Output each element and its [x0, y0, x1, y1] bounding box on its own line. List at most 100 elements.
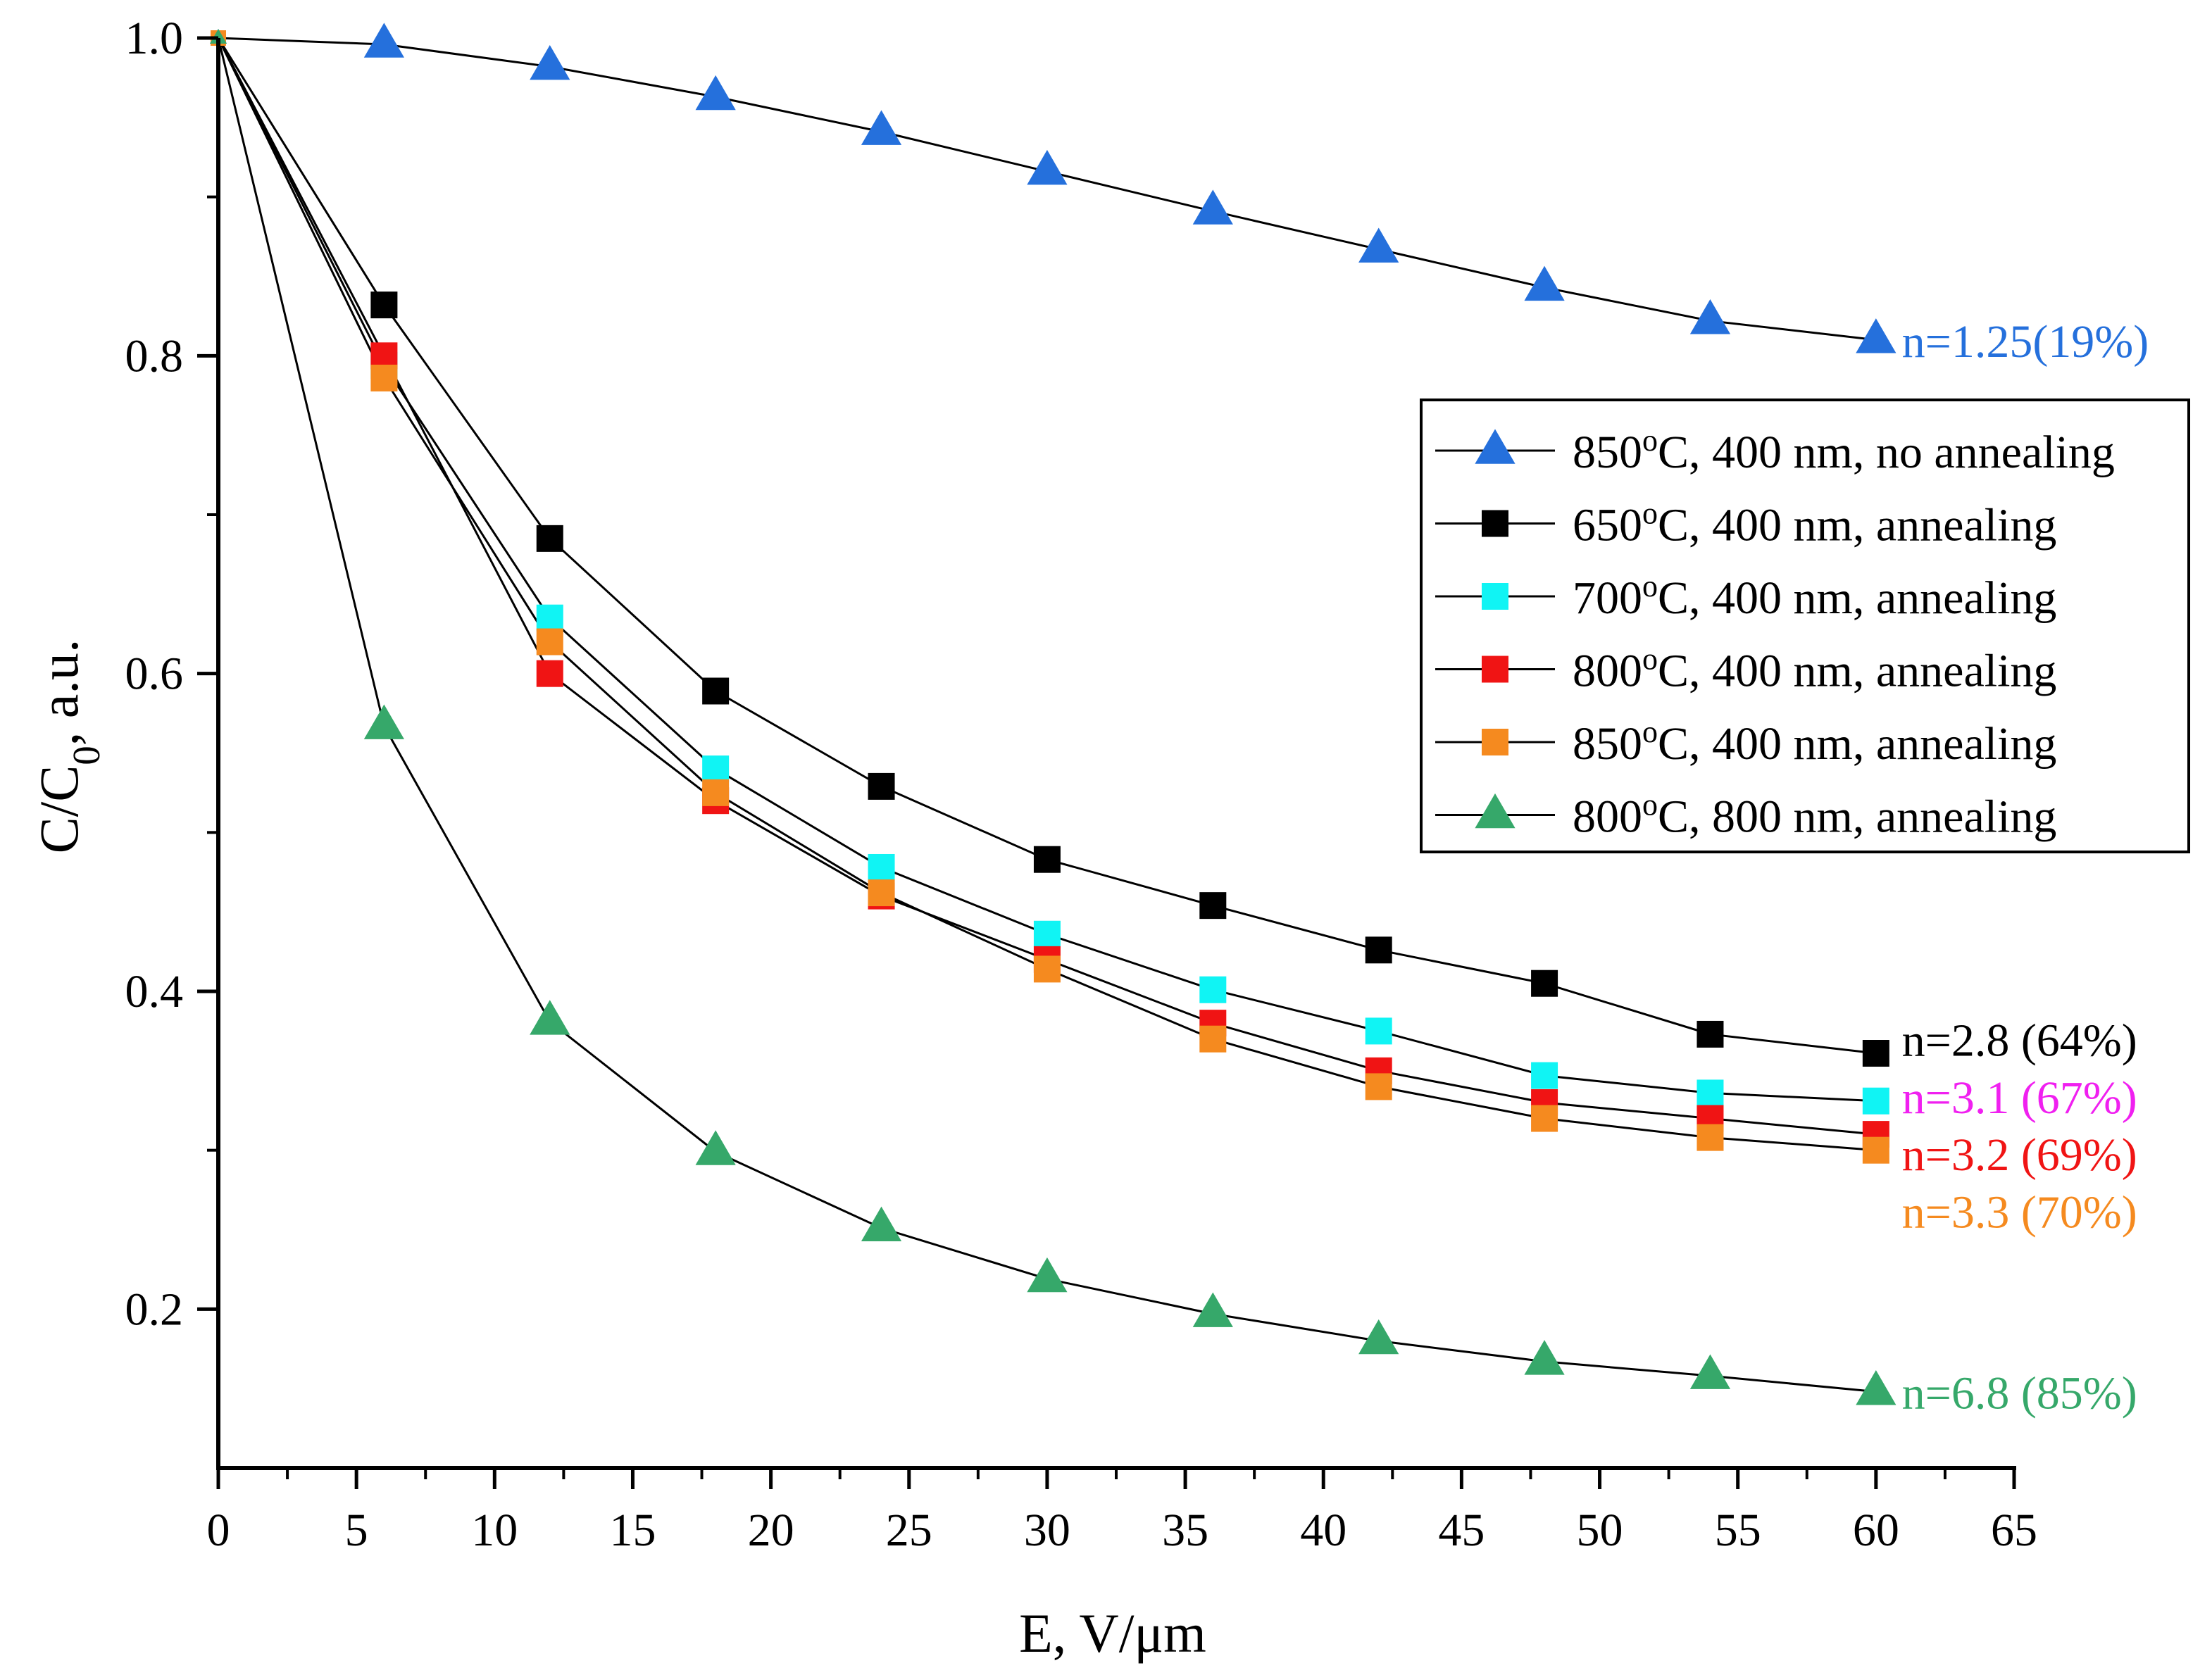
data-point	[1697, 1079, 1724, 1107]
legend-label: 650oC, 400 nm, annealing	[1573, 496, 2056, 551]
data-point	[1358, 227, 1399, 263]
data-point	[702, 677, 730, 705]
data-point	[1027, 1257, 1068, 1293]
legend-box	[1420, 399, 2190, 853]
x-tick-label: 0	[207, 1505, 230, 1556]
data-point	[702, 779, 730, 806]
data-point	[536, 628, 563, 655]
annotation-label: n=6.8 (85%)	[1902, 1368, 2137, 1419]
legend-marker	[1475, 793, 1516, 829]
legend-marker	[1482, 510, 1508, 537]
legend-marker	[1482, 583, 1508, 610]
data-point	[1358, 1319, 1399, 1355]
x-tick-label: 35	[1162, 1505, 1208, 1556]
data-point	[1531, 970, 1558, 997]
data-point	[1689, 1354, 1731, 1389]
data-point	[695, 75, 736, 111]
legend-item: 850oC, 400 nm, no annealing	[1435, 423, 2115, 479]
y-tick-label: 0.6	[125, 648, 184, 700]
legend-marker	[1482, 729, 1508, 755]
data-point	[1365, 1073, 1392, 1100]
data-point	[1199, 976, 1227, 1003]
legend-item: 700oC, 400 nm, annealing	[1435, 569, 2056, 625]
data-point	[209, 29, 227, 44]
legend-item: 800oC, 400 nm, annealing	[1435, 641, 2056, 697]
x-tick-label: 50	[1577, 1505, 1623, 1556]
series-points	[209, 29, 1897, 1405]
y-tick-label: 1.0	[125, 13, 184, 64]
data-point	[1365, 936, 1392, 964]
x-tick-label: 40	[1300, 1505, 1346, 1556]
data-point	[370, 291, 398, 319]
x-tick-label: 25	[886, 1505, 932, 1556]
data-point	[1365, 1017, 1392, 1045]
data-point	[363, 704, 404, 739]
legend-items: 850oC, 400 nm, no annealing 650oC, 400 nm…	[1435, 423, 2115, 843]
legend-item: 650oC, 400 nm, annealing	[1435, 496, 2056, 551]
data-point	[1033, 955, 1061, 983]
annotations: n=1.25(19%) n=2.8 (64%)n=3.1 (67%)n=3.2 (…	[1902, 316, 2149, 1419]
legend-label: 700oC, 400 nm, annealing	[1573, 569, 2056, 625]
x-tick-label: 20	[748, 1505, 794, 1556]
data-point	[868, 879, 895, 907]
x-ticks: 0 5 10 15 20 25 30 35 40 45 50 55 60 65	[207, 1468, 2037, 1556]
plot-area	[209, 23, 1897, 1405]
series-points	[209, 23, 1897, 353]
y-tick-label: 0.2	[125, 1284, 184, 1335]
data-point	[1862, 1136, 1889, 1164]
data-point	[1524, 1340, 1565, 1375]
legend-item: 800oC, 800 nm, annealing	[1435, 787, 2056, 843]
data-point	[1697, 1020, 1724, 1048]
data-point	[1033, 920, 1061, 948]
series-points	[211, 30, 1889, 1164]
data-point	[370, 364, 398, 391]
data-point	[861, 110, 902, 145]
legend-marker	[1475, 429, 1516, 464]
data-point	[1689, 299, 1731, 334]
y-tick-label: 0.8	[125, 330, 184, 382]
series-line	[218, 37, 1877, 341]
data-point	[1531, 1062, 1558, 1089]
data-point	[1033, 846, 1061, 873]
legend-marker	[1482, 655, 1508, 683]
data-point	[1697, 1124, 1724, 1151]
y-ticks: 0.2 0.4 0.6 0.8 1.0	[125, 13, 218, 1335]
legend-label: 800oC, 800 nm, annealing	[1573, 787, 2056, 843]
legend-label: 800oC, 400 nm, annealing	[1573, 641, 2056, 697]
legend-label: 850oC, 400 nm, annealing	[1573, 715, 2056, 770]
data-point	[1192, 1292, 1233, 1327]
annotation-label: n=3.3 (70%)	[1902, 1186, 2137, 1238]
annotation-label: n=2.8 (64%)	[1902, 1015, 2137, 1067]
data-point	[530, 44, 570, 80]
axes: 0 5 10 15 20 25 30 35 40 45 50 55 60 65 0.2 0.4 0.6 0.8 1…	[125, 13, 2038, 1556]
data-point	[1856, 1370, 1897, 1405]
x-tick-label: 10	[471, 1505, 518, 1556]
data-point	[868, 853, 895, 881]
data-point	[530, 1000, 570, 1035]
legend: 850oC, 400 nm, no annealing 650oC, 400 nm…	[1420, 399, 2190, 853]
data-point	[868, 772, 895, 800]
data-point	[1524, 265, 1565, 301]
data-point	[363, 23, 404, 58]
data-point	[1192, 189, 1233, 225]
x-tick-label: 30	[1024, 1505, 1070, 1556]
x-tick-label: 60	[1853, 1505, 1899, 1556]
data-point	[702, 755, 730, 783]
y-axis-title: C/C0, a.u.	[28, 639, 108, 854]
x-tick-label: 55	[1715, 1505, 1761, 1556]
annotation-label: n=3.2 (69%)	[1902, 1129, 2137, 1181]
data-point	[1856, 318, 1897, 353]
legend-item: 850oC, 400 nm, annealing	[1435, 715, 2056, 770]
data-point	[1199, 1025, 1227, 1053]
x-tick-label: 65	[1991, 1505, 2037, 1556]
series-points	[211, 30, 1889, 1067]
y-tick-label: 0.4	[125, 966, 184, 1017]
data-point	[1199, 892, 1227, 920]
data-point	[536, 660, 563, 687]
data-point	[1531, 1105, 1558, 1132]
data-point	[861, 1206, 902, 1242]
data-point	[1027, 149, 1068, 185]
x-tick-label: 45	[1438, 1505, 1485, 1556]
legend-label: 850oC, 400 nm, no annealing	[1573, 423, 2115, 479]
